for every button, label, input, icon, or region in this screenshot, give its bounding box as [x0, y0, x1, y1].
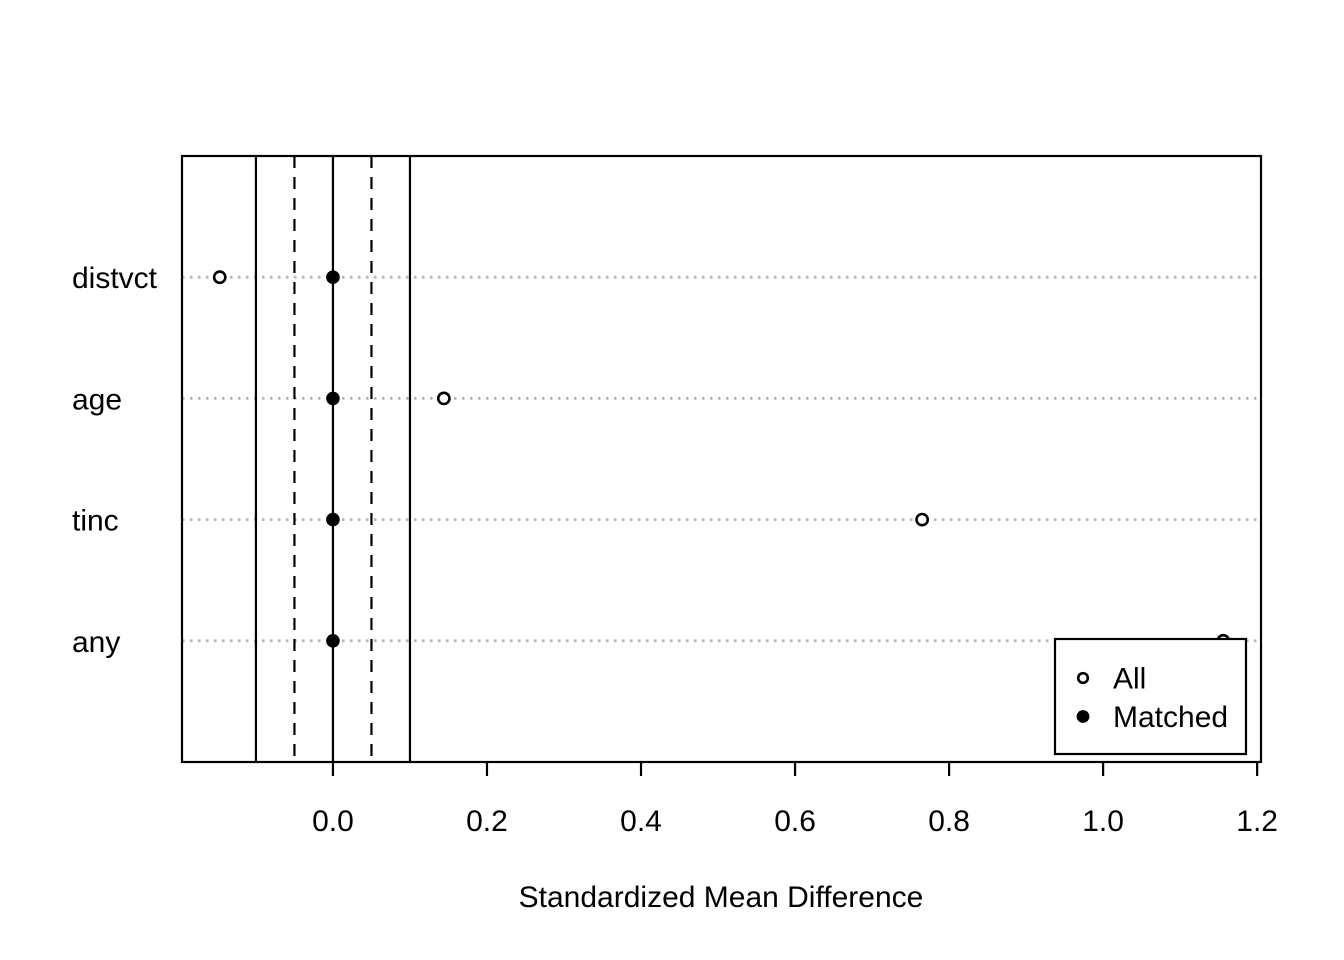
plot-border — [180, 154, 1263, 764]
x-axis-title: Standardized Mean Difference — [519, 881, 924, 914]
x-axis: 0.0 0.2 0.4 0.6 0.8 1.0 1.2 — [312, 762, 1278, 838]
x-tick-label: 1.2 — [1236, 805, 1278, 838]
data-point-all — [212, 270, 227, 285]
y-category-label: any — [72, 626, 120, 659]
x-tick-label: 0.2 — [466, 805, 508, 838]
legend-marker-filled-circle — [1076, 710, 1090, 723]
plot-box-border — [180, 154, 1263, 764]
legend-label: Matched — [1113, 701, 1228, 734]
x-tick-label: 1.0 — [1082, 805, 1124, 838]
y-category-label: distvct — [72, 262, 158, 295]
y-category-label: age — [72, 383, 122, 416]
x-tick-label: 0.6 — [774, 805, 816, 838]
data-point-matched — [326, 391, 340, 406]
data-points — [212, 270, 1231, 648]
data-point-matched — [326, 512, 340, 527]
legend-marker-open-circle — [1076, 671, 1090, 685]
x-tick-label: 0.4 — [620, 805, 662, 838]
gridlines — [182, 275, 1261, 643]
y-category-labels: distvct age tinc any — [72, 262, 158, 659]
legend-box — [1053, 637, 1248, 756]
reference-lines — [254, 156, 412, 762]
legend: All Matched — [1053, 637, 1248, 756]
data-point-matched — [326, 270, 340, 285]
data-point-all — [915, 512, 930, 527]
data-point-matched — [326, 634, 340, 648]
data-point-all — [436, 391, 451, 406]
x-tick-label: 0.0 — [312, 805, 354, 838]
y-category-label: tinc — [72, 505, 119, 538]
x-tick-label: 0.8 — [928, 805, 970, 838]
legend-label: All — [1113, 663, 1146, 696]
